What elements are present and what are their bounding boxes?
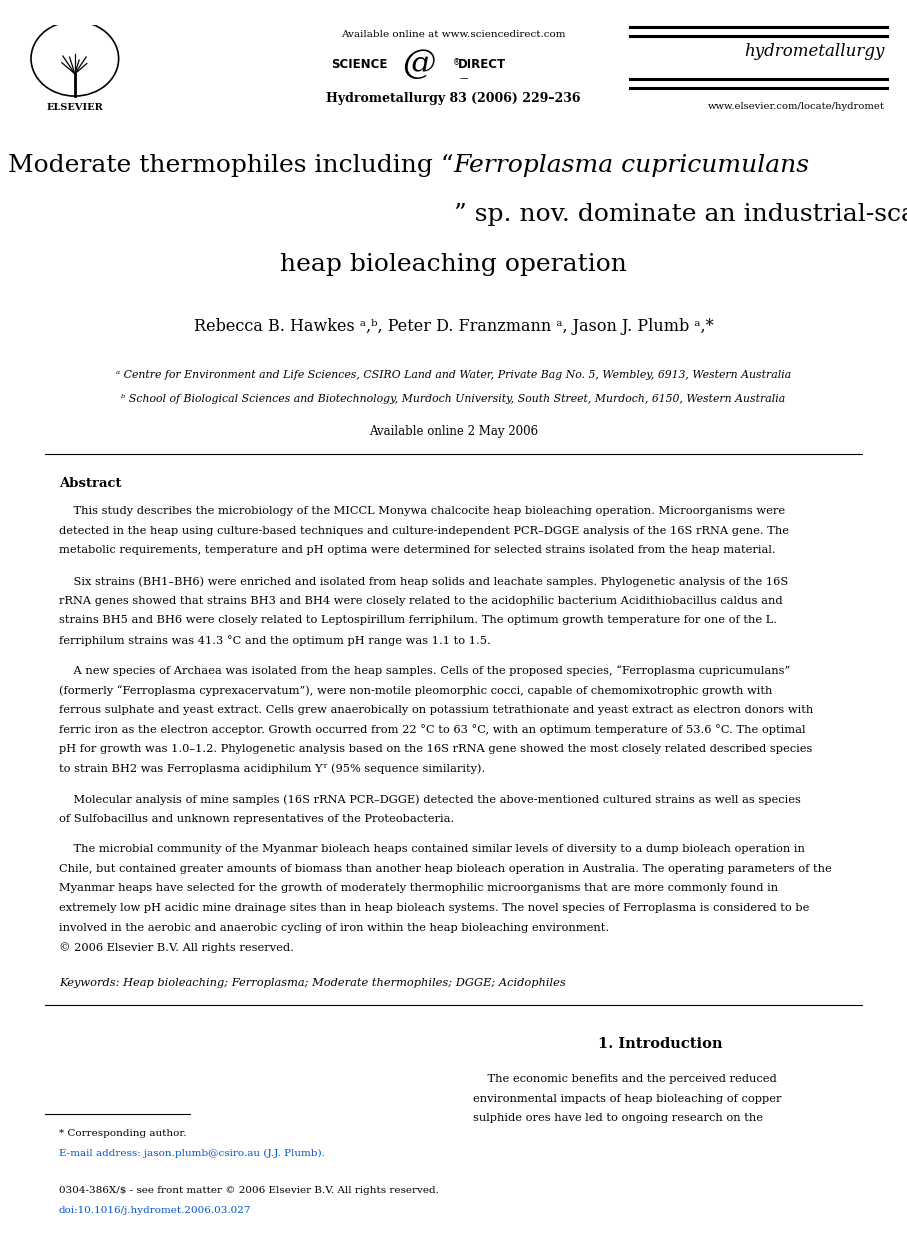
Text: Myanmar heaps have selected for the growth of moderately thermophilic microorgan: Myanmar heaps have selected for the grow… (59, 884, 778, 894)
Text: extremely low pH acidic mine drainage sites than in heap bioleach systems. The n: extremely low pH acidic mine drainage si… (59, 903, 809, 912)
Text: Moderate thermophiles including “: Moderate thermophiles including “ (8, 154, 454, 177)
Text: SCIENCE: SCIENCE (331, 58, 387, 72)
Text: environmental impacts of heap bioleaching of copper: environmental impacts of heap bioleachin… (473, 1094, 782, 1104)
Text: Chile, but contained greater amounts of biomass than another heap bioleach opera: Chile, but contained greater amounts of … (59, 864, 832, 874)
Text: E-mail address: jason.plumb@csiro.au (J.J. Plumb).: E-mail address: jason.plumb@csiro.au (J.… (59, 1149, 325, 1158)
Text: 1. Introduction: 1. Introduction (598, 1037, 723, 1051)
Text: DIRECT: DIRECT (458, 58, 506, 72)
Text: © 2006 Elsevier B.V. All rights reserved.: © 2006 Elsevier B.V. All rights reserved… (59, 942, 294, 953)
Text: —: — (460, 74, 468, 83)
Text: This study describes the microbiology of the MICCL Monywa chalcocite heap biolea: This study describes the microbiology of… (59, 506, 785, 516)
Text: rRNA genes showed that strains BH3 and BH4 were closely related to the acidophil: rRNA genes showed that strains BH3 and B… (59, 595, 783, 605)
Text: Hydrometallurgy 83 (2006) 229–236: Hydrometallurgy 83 (2006) 229–236 (327, 92, 580, 105)
Text: to strain BH2 was Ferroplasma acidiphilum Yᵀ (95% sequence similarity).: to strain BH2 was Ferroplasma acidiphilu… (59, 764, 485, 774)
Text: ferrous sulphate and yeast extract. Cells grew anaerobically on potassium tetrat: ferrous sulphate and yeast extract. Cell… (59, 704, 814, 714)
Text: ᵇ School of Biological Sciences and Biotechnology, Murdoch University, South Str: ᵇ School of Biological Sciences and Biot… (122, 394, 785, 404)
Text: pH for growth was 1.0–1.2. Phylogenetic analysis based on the 16S rRNA gene show: pH for growth was 1.0–1.2. Phylogenetic … (59, 744, 813, 754)
Text: The microbial community of the Myanmar bioleach heaps contained similar levels o: The microbial community of the Myanmar b… (59, 844, 805, 854)
Text: Six strains (BH1–BH6) were enriched and isolated from heap solids and leachate s: Six strains (BH1–BH6) were enriched and … (59, 576, 788, 587)
Text: hydrometallurgy: hydrometallurgy (744, 43, 884, 61)
Text: @: @ (403, 48, 435, 80)
Text: detected in the heap using culture-based techniques and culture-independent PCR–: detected in the heap using culture-based… (59, 526, 789, 536)
Text: Molecular analysis of mine samples (16S rRNA PCR–DGGE) detected the above-mentio: Molecular analysis of mine samples (16S … (59, 794, 801, 805)
Text: Available online 2 May 2006: Available online 2 May 2006 (369, 425, 538, 438)
Text: doi:10.1016/j.hydromet.2006.03.027: doi:10.1016/j.hydromet.2006.03.027 (59, 1206, 251, 1214)
Text: Keywords: Heap bioleaching; Ferroplasma; Moderate thermophiles; DGGE; Acidophile: Keywords: Heap bioleaching; Ferroplasma;… (59, 978, 566, 988)
Text: (formerly “Ferroplasma cyprexacervatum”), were non-motile pleomorphic cocci, cap: (formerly “Ferroplasma cyprexacervatum”)… (59, 685, 773, 696)
Text: ferriphilum strains was 41.3 °C and the optimum pH range was 1.1 to 1.5.: ferriphilum strains was 41.3 °C and the … (59, 635, 491, 646)
Text: ®: ® (453, 58, 460, 67)
Text: Rebecca B. Hawkes ᵃ,ᵇ, Peter D. Franzmann ᵃ, Jason J. Plumb ᵃ,*: Rebecca B. Hawkes ᵃ,ᵇ, Peter D. Franzman… (194, 318, 713, 335)
Text: ᵃ Centre for Environment and Life Sciences, CSIRO Land and Water, Private Bag No: ᵃ Centre for Environment and Life Scienc… (116, 370, 791, 380)
Text: www.elsevier.com/locate/hydromet: www.elsevier.com/locate/hydromet (707, 102, 884, 110)
Text: Ferroplasma cupricumulans: Ferroplasma cupricumulans (454, 154, 810, 177)
Text: ” sp. nov. dominate an industrial-scale chalcocite: ” sp. nov. dominate an industrial-scale … (454, 203, 907, 227)
Text: involved in the aerobic and anaerobic cycling of iron within the heap bioleachin: involved in the aerobic and anaerobic cy… (59, 922, 610, 932)
Text: A new species of Archaea was isolated from the heap samples. Cells of the propos: A new species of Archaea was isolated fr… (59, 666, 790, 676)
Text: Abstract: Abstract (59, 477, 122, 490)
Text: heap bioleaching operation: heap bioleaching operation (280, 253, 627, 276)
Text: metabolic requirements, temperature and pH optima were determined for selected s: metabolic requirements, temperature and … (59, 546, 775, 556)
Text: of Sulfobacillus and unknown representatives of the Proteobacteria.: of Sulfobacillus and unknown representat… (59, 813, 454, 823)
Text: * Corresponding author.: * Corresponding author. (59, 1129, 187, 1138)
Text: strains BH5 and BH6 were closely related to Leptospirillum ferriphilum. The opti: strains BH5 and BH6 were closely related… (59, 615, 777, 625)
Text: ferric iron as the electron acceptor. Growth occurred from 22 °C to 63 °C, with : ferric iron as the electron acceptor. Gr… (59, 724, 805, 735)
Text: Available online at www.sciencedirect.com: Available online at www.sciencedirect.co… (341, 30, 566, 38)
Text: ELSEVIER: ELSEVIER (46, 103, 103, 113)
Text: 0304-386X/$ - see front matter © 2006 Elsevier B.V. All rights reserved.: 0304-386X/$ - see front matter © 2006 El… (59, 1186, 439, 1195)
Text: The economic benefits and the perceived reduced: The economic benefits and the perceived … (473, 1075, 777, 1084)
Text: sulphide ores have led to ongoing research on the: sulphide ores have led to ongoing resear… (473, 1113, 764, 1123)
